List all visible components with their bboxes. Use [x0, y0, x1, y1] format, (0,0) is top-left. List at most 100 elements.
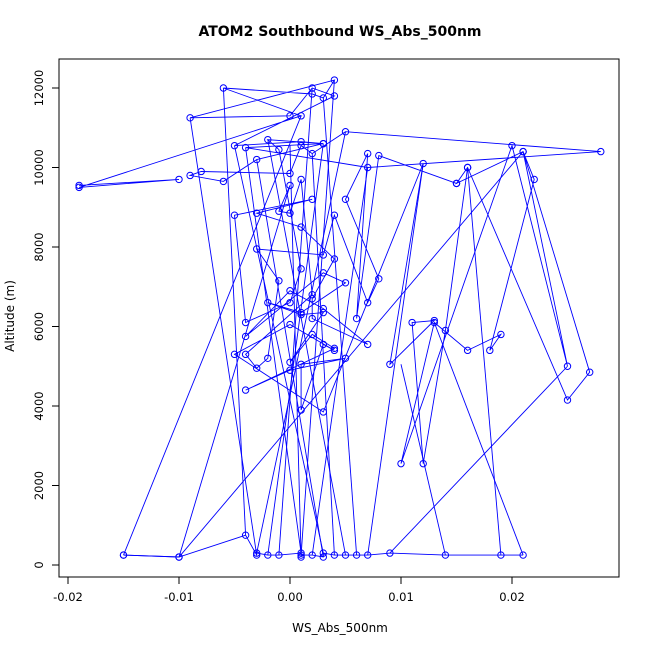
- data-point: [308, 149, 316, 158]
- data-point: [364, 149, 372, 158]
- data-point: [586, 368, 594, 376]
- data-point: [230, 350, 239, 359]
- data-point: [286, 366, 294, 374]
- data-point: [330, 344, 339, 353]
- data-point: [408, 318, 416, 327]
- data-point: [297, 112, 305, 120]
- data-point: [264, 551, 272, 559]
- data-point: [297, 553, 305, 561]
- data-point: [297, 549, 305, 557]
- data-point: [330, 92, 339, 100]
- data-point: [275, 551, 283, 559]
- connector-line: [367, 163, 424, 556]
- data-point: [297, 310, 305, 319]
- data-point: [386, 360, 394, 368]
- connector-line: [311, 153, 335, 556]
- data-point: [297, 141, 305, 150]
- data-point: [352, 314, 361, 323]
- data-point: [297, 406, 305, 414]
- data-point: [175, 553, 183, 561]
- connector-line: [222, 87, 247, 536]
- connector-line: [123, 115, 302, 556]
- data-point: [297, 308, 305, 317]
- data-point: [297, 360, 305, 368]
- data-point: [419, 459, 427, 468]
- data-point: [364, 298, 372, 307]
- data-point: [319, 94, 327, 102]
- data-point: [319, 139, 327, 148]
- connector-line: [189, 117, 258, 556]
- data-point: [330, 255, 339, 263]
- data-point: [286, 320, 294, 329]
- data-point: [275, 277, 283, 285]
- data-point: [463, 346, 472, 355]
- data-point: [230, 141, 239, 150]
- data-point: [186, 114, 194, 122]
- data-point: [286, 181, 294, 190]
- data-point: [308, 330, 316, 339]
- data-point: [253, 551, 261, 559]
- data-point: [341, 551, 350, 559]
- data-point: [319, 269, 327, 277]
- data-point: [286, 287, 294, 295]
- data-point: [441, 326, 450, 335]
- connector-line: [400, 364, 446, 556]
- data-point: [308, 84, 316, 92]
- y-tick-label: 6000: [32, 312, 46, 341]
- data-point: [241, 332, 250, 341]
- data-point: [441, 551, 450, 559]
- x-tick-label: -0.01: [164, 590, 194, 604]
- x-tick-label: 0.02: [499, 590, 525, 604]
- data-series: [75, 76, 605, 561]
- data-point: [253, 245, 261, 253]
- data-point: [75, 183, 83, 192]
- data-point: [386, 549, 394, 557]
- connector-line: [433, 322, 524, 556]
- data-point: [308, 314, 316, 323]
- data-point: [275, 207, 283, 215]
- data-point: [341, 128, 350, 136]
- data-point: [319, 251, 327, 259]
- data-point: [430, 318, 438, 327]
- data-point: [253, 209, 261, 217]
- connector-line: [278, 87, 313, 556]
- data-point: [319, 308, 327, 317]
- data-point: [319, 408, 327, 416]
- data-point: [419, 159, 427, 168]
- connector-line: [289, 145, 302, 558]
- connector-line: [322, 97, 358, 556]
- data-point: [341, 279, 350, 287]
- data-point: [264, 354, 272, 362]
- y-tick-label: 12000: [32, 70, 46, 107]
- data-point: [519, 147, 527, 156]
- data-point: [508, 141, 516, 150]
- data-point: [297, 137, 305, 146]
- data-point: [463, 163, 472, 172]
- data-point: [241, 143, 250, 152]
- connector-line: [234, 145, 324, 554]
- connector-line: [389, 365, 568, 554]
- connector-line: [245, 147, 302, 554]
- data-point: [563, 362, 572, 370]
- data-point: [264, 135, 272, 144]
- data-point: [497, 551, 505, 559]
- connector-line: [256, 159, 324, 558]
- data-point: [330, 211, 339, 219]
- data-point: [519, 551, 527, 559]
- y-tick-label: 8000: [32, 232, 46, 261]
- data-point: [241, 350, 250, 359]
- data-point: [275, 145, 283, 154]
- data-point: [186, 171, 194, 180]
- chart-title: ATOM2 Southbound WS_Abs_500nm: [198, 24, 481, 40]
- y-tick-label: 4000: [32, 391, 46, 420]
- y-tick-label: 0: [32, 561, 46, 568]
- data-point: [241, 386, 250, 394]
- x-axis-label: WS_Abs_500nm: [292, 621, 388, 635]
- data-point: [364, 340, 372, 349]
- data-point: [375, 275, 383, 283]
- data-point: [375, 151, 383, 160]
- data-point: [253, 155, 261, 164]
- data-point: [230, 211, 239, 219]
- x-axis: -0.02 -0.01 0.00 0.01 0.02: [53, 576, 525, 604]
